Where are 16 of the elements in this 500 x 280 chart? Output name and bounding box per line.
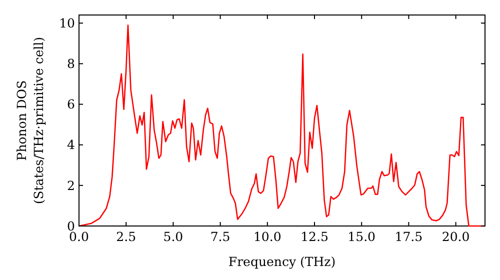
x-tick-label: 10.0 — [253, 229, 282, 244]
x-tick-label: 7.5 — [210, 229, 230, 244]
y-tick-label: 4 — [67, 137, 76, 152]
x-tick-label: 20.0 — [442, 229, 470, 244]
y-tick-label: 8 — [67, 56, 76, 72]
x-tick-label: 0.0 — [69, 229, 89, 244]
x-tick-label: 5.0 — [163, 229, 184, 244]
y-tick-label: 10 — [59, 15, 76, 30]
x-tick-label: 15.0 — [348, 229, 376, 244]
y-axis-title: Phonon DOS (States/THz·primitive cell) — [14, 36, 46, 204]
y-tick-label: 6 — [67, 96, 76, 112]
x-axis-title: Frequency (THz) — [228, 254, 336, 269]
x-tick-label: 12.5 — [300, 229, 328, 244]
x-tick-label: 17.5 — [394, 229, 423, 244]
y-tick-label: 2 — [67, 178, 75, 193]
x-tick-label: 2.5 — [116, 229, 136, 244]
